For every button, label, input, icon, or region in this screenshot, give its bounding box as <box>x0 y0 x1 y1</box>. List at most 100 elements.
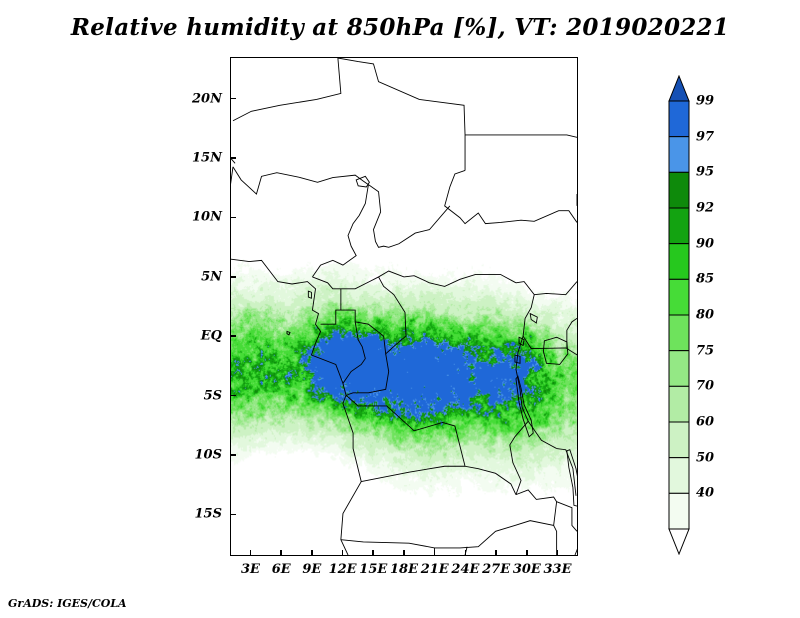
colorbar-band <box>668 421 690 459</box>
longitude-tick-label: 24E <box>451 562 480 577</box>
border-line <box>286 330 291 336</box>
longitude-tick <box>526 550 528 556</box>
longitude-tick-label: 12E <box>328 562 357 577</box>
border-line <box>368 184 451 248</box>
colorbar-band <box>668 492 690 530</box>
border-line <box>340 276 407 355</box>
border-line <box>529 312 538 324</box>
latitude-tick <box>230 157 236 159</box>
latitude-tick <box>230 394 236 397</box>
latitude-tick-label: 15N <box>192 150 222 166</box>
colorbar-tick-label: 50 <box>696 450 715 466</box>
latitude-tick <box>230 335 236 337</box>
colorbar-tick-label: 80 <box>696 307 715 323</box>
country-borders-overlay <box>231 58 577 555</box>
colorbar-band <box>668 385 690 423</box>
border-line <box>542 336 569 365</box>
longitude-tick-label: 21E <box>420 562 449 577</box>
border-line <box>444 170 577 225</box>
colorbar-band <box>668 171 690 209</box>
colorbar-band <box>668 457 690 494</box>
colorbar-band <box>668 243 690 280</box>
latitude-tick-label: 10N <box>192 209 222 225</box>
border-line <box>312 184 369 278</box>
latitude-tick <box>230 275 236 278</box>
border-line <box>515 489 558 526</box>
longitude-tick <box>341 550 344 556</box>
colorbar-tick-label: 99 <box>696 93 715 109</box>
border-line <box>231 158 236 164</box>
border-line <box>231 258 362 555</box>
footer-credit: GrADS: IGES/COLA <box>8 597 127 610</box>
latitude-tick-label: 15S <box>194 506 222 522</box>
border-line <box>232 58 342 122</box>
longitude-tick-label: 27E <box>482 562 511 577</box>
longitude-tick <box>464 550 467 556</box>
longitude-tick-label: 18E <box>390 562 418 577</box>
border-line <box>307 290 312 299</box>
longitude-tick <box>556 550 559 556</box>
colorbar-tick-label: 40 <box>696 485 715 501</box>
longitude-tick <box>280 550 282 556</box>
colorbar-tick-label: 95 <box>696 164 715 180</box>
colorbar-band <box>668 350 690 387</box>
humidity-shaded-field <box>231 58 577 555</box>
longitude-tick-label: 30E <box>512 562 541 577</box>
colorbar-tick-label: 90 <box>696 236 715 252</box>
latitude-tick-label: 10S <box>194 447 222 463</box>
border-line <box>566 348 577 356</box>
longitude-tick <box>372 550 375 556</box>
border-line <box>361 465 466 483</box>
border-line <box>574 548 577 555</box>
colorbar-bottom-arrow <box>668 528 690 555</box>
colorbar-tick-label: 75 <box>696 343 715 359</box>
longitude-tick <box>249 550 252 556</box>
colorbar-tick-label: 85 <box>696 271 715 287</box>
longitude-tick-label: 33E <box>543 562 572 577</box>
border-line <box>337 58 466 171</box>
border-line <box>566 449 577 507</box>
latitude-tick-label: EQ <box>200 328 222 344</box>
border-line <box>556 501 577 532</box>
longitude-tick-label: 9E <box>302 562 322 577</box>
border-line <box>231 166 234 185</box>
border-line <box>345 353 390 396</box>
map-plot-area <box>230 57 578 556</box>
latitude-tick <box>230 513 236 516</box>
border-line <box>340 520 558 555</box>
border-line <box>465 134 577 138</box>
border-line <box>566 317 577 349</box>
latitude-tick-label: 5S <box>203 388 222 404</box>
colorbar-top-arrow <box>668 75 690 102</box>
border-line <box>522 335 568 349</box>
border-line <box>534 281 577 296</box>
border-line <box>232 166 369 195</box>
page-title: Relative humidity at 850hPa [%], VT: 201… <box>70 14 730 41</box>
colorbar-tick-label: 92 <box>696 200 715 216</box>
colorbar-tick-label: 60 <box>696 414 715 430</box>
border-line <box>518 336 525 347</box>
longitude-tick <box>433 550 436 556</box>
border-line <box>355 175 370 188</box>
longitude-tick-label: 15E <box>359 562 388 577</box>
latitude-tick <box>230 216 236 219</box>
colorbar-band <box>668 100 690 138</box>
border-line <box>342 321 366 384</box>
colorbar <box>668 75 690 555</box>
latitude-tick <box>230 454 236 456</box>
colorbar-tick-label: 70 <box>696 378 715 394</box>
border-line <box>556 448 577 496</box>
colorbar-band <box>668 207 690 245</box>
latitude-tick-label: 5N <box>201 269 222 285</box>
border-line <box>509 281 535 495</box>
border-line <box>514 354 521 364</box>
border-line <box>345 394 517 495</box>
colorbar-band <box>668 278 690 316</box>
longitude-tick <box>311 550 313 556</box>
border-line <box>515 375 534 438</box>
latitude-tick-label: 20N <box>192 91 222 107</box>
longitude-tick <box>403 550 405 556</box>
latitude-tick <box>230 97 236 100</box>
colorbar-tick-label: 97 <box>696 129 715 145</box>
longitude-tick-label: 3E <box>240 562 260 577</box>
